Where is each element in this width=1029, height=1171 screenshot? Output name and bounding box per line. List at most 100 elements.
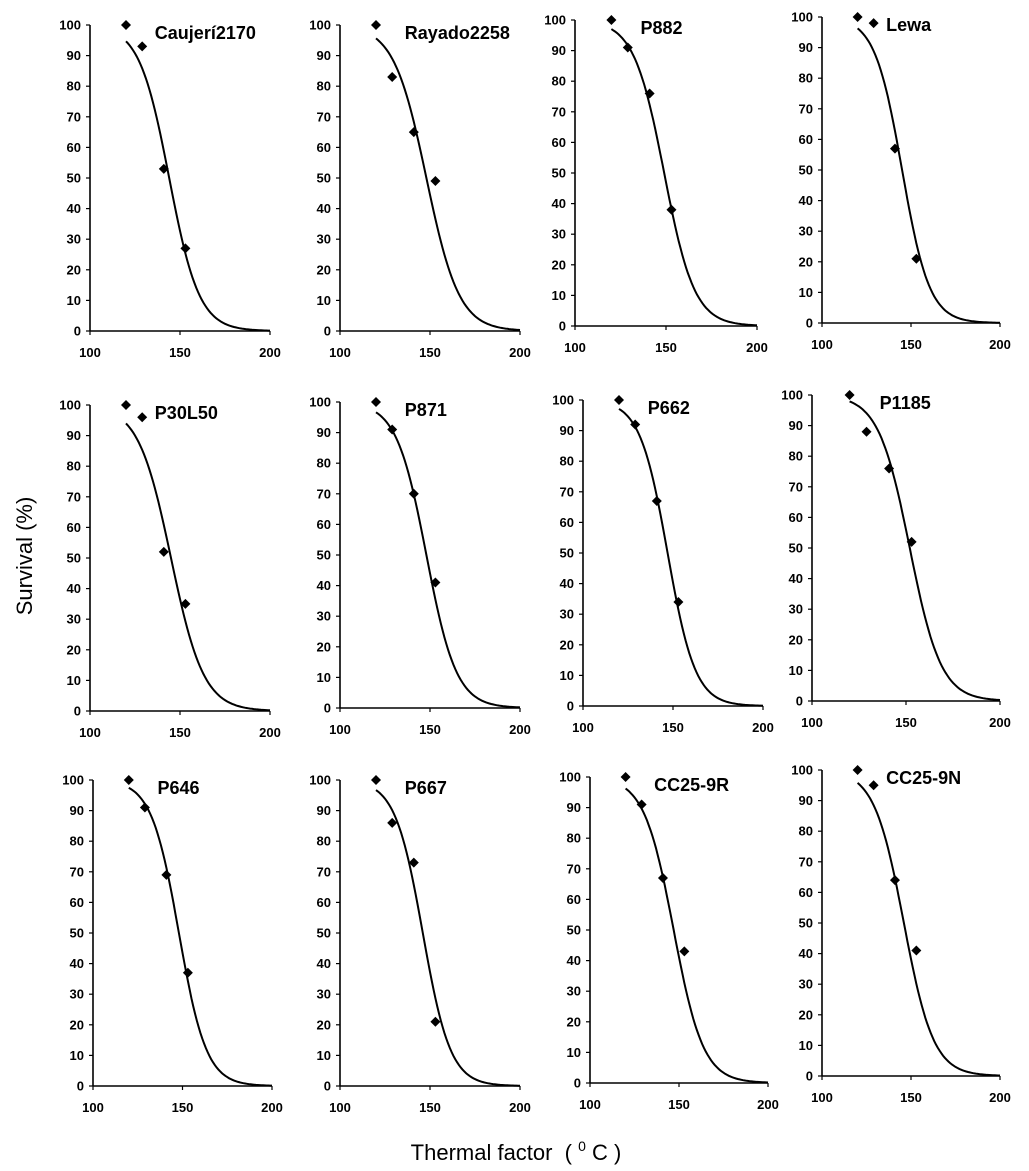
y-tick-label: 60 xyxy=(552,135,566,150)
x-axis-label-unit: C xyxy=(592,1140,608,1165)
y-tick-label: 80 xyxy=(317,834,331,849)
data-point xyxy=(673,596,684,607)
chart-panel: 0 10 20 30 40 50 60 70 80 90 100 100 150 200 Caujerí21… xyxy=(59,18,281,361)
data-point xyxy=(614,395,624,405)
y-tick-label: 60 xyxy=(799,885,813,900)
y-tick-label: 40 xyxy=(317,956,331,971)
fit-curve xyxy=(375,411,521,709)
y-tick-label: 100 xyxy=(781,388,803,403)
data-point xyxy=(123,775,134,785)
y-tick-label: 80 xyxy=(67,79,81,94)
y-tick-label: 90 xyxy=(567,800,581,815)
y-tick-label: 40 xyxy=(317,578,331,593)
data-point xyxy=(158,163,169,174)
y-tick-label: 0 xyxy=(806,1069,813,1084)
data-point xyxy=(137,41,148,52)
chart-panel: 0 10 20 30 40 50 60 70 80 90 100 100 150 200 P30L50 xyxy=(59,398,281,741)
y-tick-label: 70 xyxy=(70,864,84,879)
data-point xyxy=(844,390,855,400)
y-tick-label: 40 xyxy=(567,953,581,968)
data-point xyxy=(180,243,191,254)
y-tick-label: 10 xyxy=(317,293,331,308)
chart-panel: 0 10 20 30 40 50 60 70 80 90 100 100 150 200 P1185 xyxy=(781,388,1011,731)
chart-panel: 0 10 20 30 40 50 60 70 80 90 100 100 150 200 P667 xyxy=(309,773,531,1116)
data-point xyxy=(121,20,131,30)
y-tick-label: 20 xyxy=(67,642,81,657)
data-point xyxy=(868,780,879,791)
data-point xyxy=(911,253,922,264)
y-tick-label: 60 xyxy=(317,517,331,532)
y-tick-label: 0 xyxy=(74,324,81,339)
data-point xyxy=(387,817,398,828)
y-tick-label: 40 xyxy=(67,581,81,596)
x-tick-label: 100 xyxy=(801,715,823,730)
y-tick-label: 10 xyxy=(552,288,566,303)
y-tick-label: 0 xyxy=(77,1079,84,1094)
y-tick-label: 40 xyxy=(789,571,803,586)
panel-title: CC25-9N xyxy=(886,768,961,788)
fit-curve xyxy=(610,28,758,327)
y-tick-label: 30 xyxy=(789,602,803,617)
x-tick-label: 150 xyxy=(668,1097,690,1112)
y-tick-label: 0 xyxy=(559,319,566,334)
y-tick-label: 10 xyxy=(317,1048,331,1063)
chart-panel: 0 10 20 30 40 50 60 70 80 90 100 100 150 200 CC25-9R xyxy=(559,770,779,1113)
x-tick-label: 200 xyxy=(746,340,768,355)
y-tick-label: 70 xyxy=(67,109,81,124)
y-tick-label: 10 xyxy=(799,285,813,300)
y-tick-label: 0 xyxy=(324,324,331,339)
y-tick-label: 80 xyxy=(799,71,813,86)
chart-panel: 0 10 20 30 40 50 60 70 80 90 100 100 150 200 Lewa xyxy=(791,10,1011,353)
x-tick-label: 150 xyxy=(900,1090,922,1105)
chart-panel: 0 10 20 30 40 50 60 70 80 90 100 100 150 200 P871 xyxy=(309,395,531,738)
data-point xyxy=(137,412,148,423)
x-tick-label: 200 xyxy=(509,1100,531,1115)
data-point xyxy=(606,15,617,25)
y-tick-label: 80 xyxy=(317,456,331,471)
data-point xyxy=(644,88,655,99)
x-tick-label: 150 xyxy=(172,1100,194,1115)
y-tick-label: 60 xyxy=(317,140,331,155)
y-tick-label: 80 xyxy=(317,79,331,94)
panel-title: CC25-9R xyxy=(654,775,729,795)
x-tick-label: 150 xyxy=(655,340,677,355)
y-tick-label: 70 xyxy=(567,861,581,876)
y-tick-label: 0 xyxy=(574,1076,581,1091)
y-tick-label: 50 xyxy=(317,171,331,186)
y-tick-label: 70 xyxy=(560,484,574,499)
y-tick-label: 10 xyxy=(67,293,81,308)
y-tick-label: 100 xyxy=(59,398,81,413)
y-tick-label: 50 xyxy=(567,923,581,938)
data-point xyxy=(657,872,668,883)
x-tick-label: 150 xyxy=(419,1100,441,1115)
fit-curve xyxy=(375,789,520,1087)
data-point xyxy=(620,772,631,782)
panel-title: Caujerí2170 xyxy=(155,23,256,43)
y-tick-label: 90 xyxy=(799,793,813,808)
x-tick-label: 150 xyxy=(419,722,441,737)
y-tick-label: 100 xyxy=(559,770,581,785)
y-tick-label: 30 xyxy=(552,227,566,242)
y-tick-label: 60 xyxy=(70,895,84,910)
x-tick-label: 150 xyxy=(419,345,441,360)
y-tick-label: 70 xyxy=(67,489,81,504)
fit-curve xyxy=(125,422,271,712)
x-tick-label: 100 xyxy=(329,722,351,737)
y-tick-label: 20 xyxy=(70,1017,84,1032)
y-tick-label: 20 xyxy=(67,262,81,277)
y-tick-label: 60 xyxy=(567,892,581,907)
y-tick-label: 40 xyxy=(67,201,81,216)
fit-curve xyxy=(128,786,272,1087)
y-tick-label: 60 xyxy=(789,510,803,525)
x-tick-label: 100 xyxy=(79,725,101,740)
y-tick-label: 30 xyxy=(317,987,331,1002)
y-tick-label: 80 xyxy=(70,834,84,849)
y-tick-label: 20 xyxy=(552,257,566,272)
y-tick-label: 20 xyxy=(799,1007,813,1022)
x-tick-label: 150 xyxy=(662,720,684,735)
y-tick-label: 30 xyxy=(67,612,81,627)
y-tick-label: 50 xyxy=(317,926,331,941)
data-point xyxy=(430,176,441,187)
y-tick-label: 10 xyxy=(567,1045,581,1060)
